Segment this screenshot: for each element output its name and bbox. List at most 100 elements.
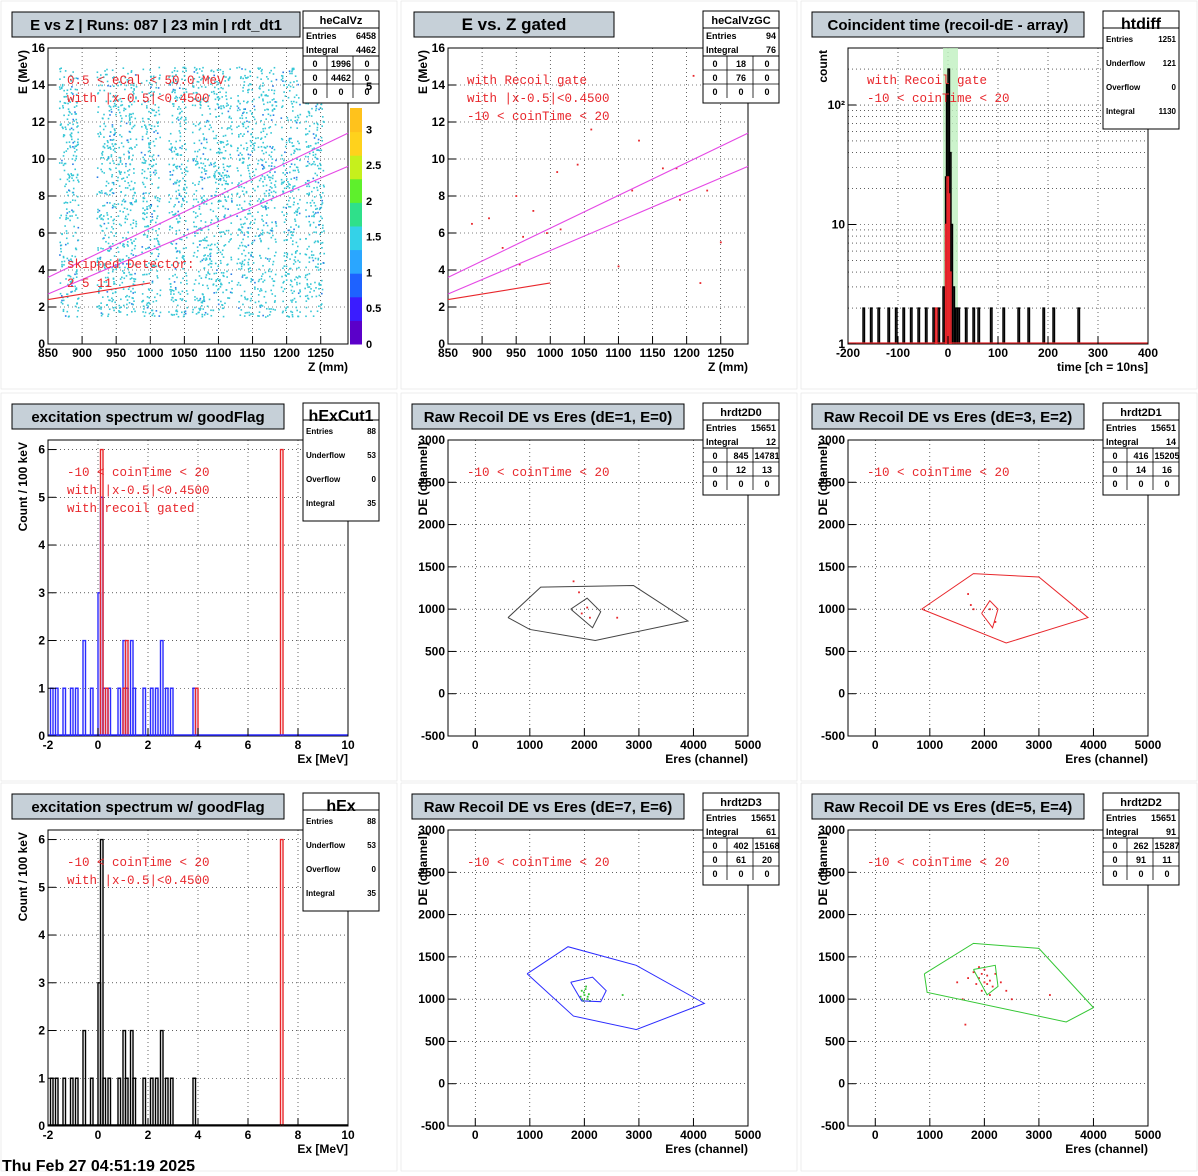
heatmap-cell: [70, 280, 73, 282]
heatmap-cell: [109, 168, 112, 171]
y-tick-label: 2500: [418, 865, 445, 879]
y-tick-label: 0: [438, 1077, 445, 1091]
heatmap-cell: [319, 215, 322, 218]
heatmap-cell: [105, 100, 108, 103]
heatmap-cell: [213, 81, 216, 83]
heatmap-cell: [313, 147, 315, 150]
heatmap-cell: [185, 166, 188, 169]
heatmap-cell: [221, 307, 224, 310]
heatmap-cell: [99, 77, 102, 80]
y-tick-label: 1500: [818, 560, 845, 574]
heatmap-cell: [241, 276, 244, 278]
grid-lines: [448, 440, 748, 736]
heatmap-cell: [295, 148, 298, 150]
heatmap-cell: [282, 281, 285, 284]
heatmap-cell: [240, 265, 243, 268]
heatmap-cell: [120, 120, 123, 123]
heatmap-cell: [291, 72, 293, 75]
heatmap-cell: [299, 159, 301, 162]
heatmap-cell: [58, 162, 61, 164]
heatmap-cell: [181, 147, 183, 150]
heatmap-cell: [229, 107, 231, 110]
heatmap-cell: [59, 217, 61, 219]
heatmap-cell: [318, 149, 321, 152]
heatmap-cell: [168, 194, 170, 196]
heatmap-cell: [152, 300, 155, 303]
heatmap-cell: [155, 310, 158, 312]
heatmap-cell: [118, 259, 121, 262]
palette-tick: 2.5: [366, 160, 381, 172]
heatmap-cell: [117, 176, 119, 179]
heatmap-cell: [98, 209, 101, 212]
heatmap-cell: [61, 86, 63, 89]
heatmap-cell: [314, 281, 316, 284]
stats-label: Integral: [1106, 437, 1139, 447]
heatmap-cell: [219, 91, 221, 93]
heatmap-cell: [268, 194, 271, 197]
heatmap-cell: [317, 257, 320, 260]
heatmap-cell: [320, 197, 322, 199]
x-tick-label: 1200: [273, 346, 300, 360]
heatmap-cell: [77, 138, 79, 141]
heatmap-cell: [105, 180, 108, 183]
heatmap-cell: [247, 232, 250, 234]
heatmap-cell: [185, 274, 188, 277]
heatmap-cell: [297, 315, 299, 318]
heatmap-cell: [67, 123, 69, 126]
heatmap-cell: [172, 289, 175, 292]
heatmap-cell: [77, 131, 80, 134]
heatmap-cell: [231, 132, 233, 135]
heatmap-cell: [216, 269, 218, 271]
heatmap-cell: [156, 132, 159, 135]
heatmap-cell: [194, 235, 196, 237]
x-axis-label: Eres (channel): [1065, 1142, 1148, 1156]
heatmap-cell: [152, 154, 155, 156]
heatmap-cell: [135, 225, 137, 228]
x-tick-label: 4: [195, 1128, 202, 1142]
heatmap-cell: [63, 169, 66, 172]
heatmap-cell: [247, 130, 249, 133]
heatmap-cell: [111, 297, 113, 300]
heatmap-cell: [282, 99, 284, 102]
heatmap-cell: [319, 268, 322, 271]
heatmap-cell: [101, 154, 104, 156]
heatmap-cell: [296, 277, 299, 279]
heatmap-cell: [237, 95, 239, 97]
heatmap-cell: [242, 77, 244, 80]
heatmap-cell: [132, 154, 134, 157]
stats-value: 0: [1172, 83, 1177, 92]
heatmap-cell: [132, 254, 135, 256]
heatmap-cell: [101, 152, 103, 155]
heatmap-cell: [215, 93, 218, 95]
title-box: [11, 793, 285, 820]
stats-value: 15651: [1151, 423, 1176, 433]
heatmap-cell: [182, 247, 185, 250]
heatmap-cell: [177, 154, 179, 156]
heatmap-cell: [76, 315, 79, 318]
heatmap-cell: [134, 182, 136, 184]
heatmap-cell: [284, 173, 286, 176]
heatmap-cell: [59, 78, 61, 80]
heatmap-cell: [149, 219, 152, 222]
stats-label: Entries: [706, 423, 737, 433]
y-axis-label: E (MeV): [416, 50, 430, 94]
heatmap-cell: [294, 218, 296, 221]
heatmap-cell: [220, 235, 222, 238]
heatmap-cell: [99, 224, 102, 227]
histogram-bar: [74, 687, 79, 736]
heatmap-cell: [320, 136, 323, 139]
heatmap-cell: [244, 222, 246, 225]
heatmap-cell: [200, 85, 203, 88]
heatmap-cell: [306, 185, 308, 188]
heatmap-cell: [314, 153, 317, 156]
heatmap-cell: [309, 224, 312, 227]
heatmap-cell: [127, 288, 130, 291]
heatmap-cell: [271, 109, 274, 111]
heatmap-cell: [77, 143, 80, 146]
heatmap-cell: [145, 105, 148, 107]
heatmap-cell: [129, 121, 132, 124]
heatmap-cell: [70, 136, 73, 138]
heatmap-cell: [115, 232, 117, 235]
heatmap-cell: [59, 282, 62, 284]
